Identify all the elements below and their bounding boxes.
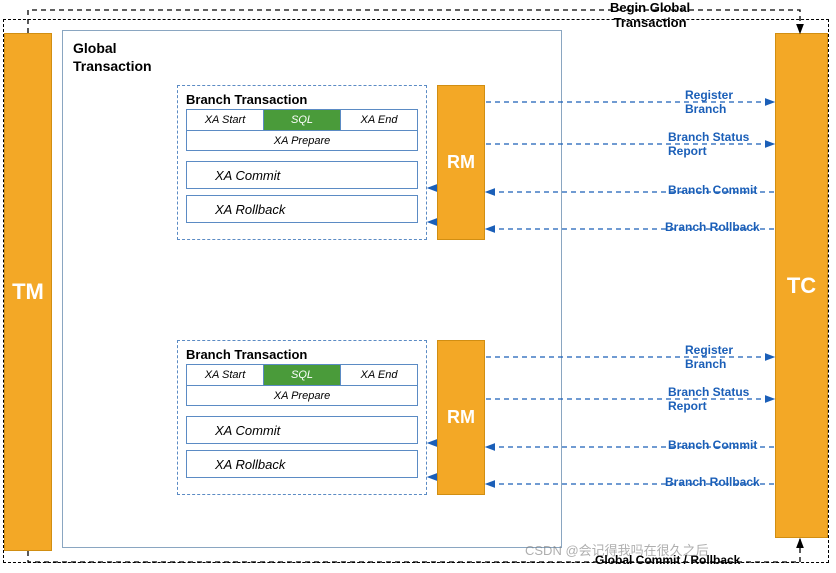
xa-start-cell: XA Start — [187, 110, 264, 130]
branch-transaction-1: Branch Transaction XA Start SQL XA End X… — [177, 85, 427, 240]
xa-commit-box: XA Commit — [186, 416, 418, 444]
watermark-text: CSDN @会记得我吗在很久之后 — [525, 540, 709, 559]
xa-prepare-cell: XA Prepare — [186, 131, 418, 151]
rm-box-1: RM — [437, 85, 485, 240]
xa-rollback-box: XA Rollback — [186, 450, 418, 478]
xa-end-cell: XA End — [341, 365, 417, 385]
branch-status-label-2: Branch Status Report — [668, 385, 749, 413]
branch-title: Branch Transaction — [186, 347, 418, 362]
global-transaction-title: Global Transaction — [73, 39, 551, 75]
xa-end-cell: XA End — [341, 110, 417, 130]
branch-rollback-label-2: Branch Rollback — [665, 475, 760, 489]
xa-commit-box: XA Commit — [186, 161, 418, 189]
xa-row: XA Start SQL XA End — [186, 109, 418, 131]
begin-global-label: Begin Global Transaction — [610, 0, 690, 30]
tc-box: TC — [775, 33, 828, 538]
branch-rollback-label-1: Branch Rollback — [665, 220, 760, 234]
branch-commit-label-1: Branch Commit — [668, 183, 757, 197]
register-branch-label-1: Register Branch — [685, 88, 733, 116]
sql-cell: SQL — [264, 365, 341, 385]
xa-rollback-box: XA Rollback — [186, 195, 418, 223]
sql-cell: SQL — [264, 110, 341, 130]
branch-transaction-2: Branch Transaction XA Start SQL XA End X… — [177, 340, 427, 495]
rm-box-2: RM — [437, 340, 485, 495]
tm-box: TM — [4, 33, 52, 551]
xa-row: XA Start SQL XA End — [186, 364, 418, 386]
xa-start-cell: XA Start — [187, 365, 264, 385]
branch-title: Branch Transaction — [186, 92, 418, 107]
branch-commit-label-2: Branch Commit — [668, 438, 757, 452]
branch-status-label-1: Branch Status Report — [668, 130, 749, 158]
xa-prepare-cell: XA Prepare — [186, 386, 418, 406]
register-branch-label-2: Register Branch — [685, 343, 733, 371]
